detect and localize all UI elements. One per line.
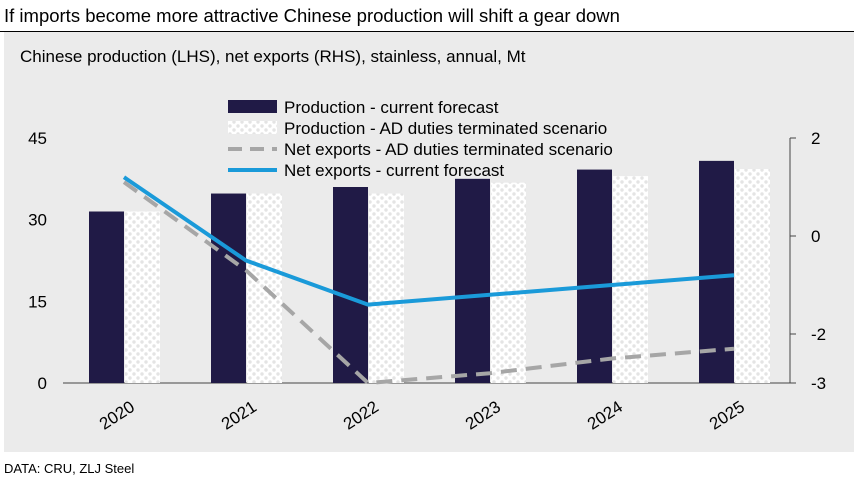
y-left-tick-label: 15 [28,292,47,311]
bar-production-ad-scenario [613,176,648,383]
y-right-tick-label: 2 [811,129,820,148]
legend: Production - current forecast Production … [228,98,613,180]
legend-swatch-production-current [228,100,277,113]
y-left-tick-label: 0 [38,374,47,393]
lines-group [122,175,735,385]
bar-production-ad-scenario [735,169,770,383]
legend-swatch-production-ad-scenario [228,121,277,134]
chart-title: Chinese production (LHS), net exports (R… [20,47,526,66]
bar-production-current [211,193,246,383]
bar-production-current [699,160,734,383]
bar-production-current [333,187,368,383]
legend-label: Production - AD duties terminated scenar… [284,119,607,138]
headline-divider [0,31,854,32]
bars-group [89,160,770,383]
bar-production-ad-scenario [491,182,526,383]
y-right-tick-label: -3 [811,374,826,393]
bar-production-current [577,169,612,383]
x-tick-label: 2020 [96,397,138,434]
headline: If imports become more attractive Chines… [4,5,620,26]
y-right-tick-label: -2 [811,325,826,344]
bar-production-current [455,178,490,383]
line-net-exports-current [122,175,735,307]
x-tick-label: 2021 [218,397,260,434]
line-net-exports-ad-scenario [122,180,735,385]
x-tick-label: 2022 [340,397,382,434]
bar-production-ad-scenario [369,193,404,383]
data-source: DATA: CRU, ZLJ Steel [4,461,135,476]
legend-label: Net exports - AD duties terminated scena… [284,140,613,159]
y-right-tick-label: 0 [811,227,820,246]
legend-label: Net exports - current forecast [284,161,504,180]
legend-label: Production - current forecast [284,98,499,117]
x-tick-label: 2023 [462,397,504,434]
bar-production-ad-scenario [125,211,160,383]
y-left-tick-label: 30 [28,211,47,230]
bar-production-current [89,211,124,383]
y-left-tick-label: 45 [28,129,47,148]
x-tick-label: 2024 [584,397,626,434]
x-tick-label: 2025 [706,397,748,434]
